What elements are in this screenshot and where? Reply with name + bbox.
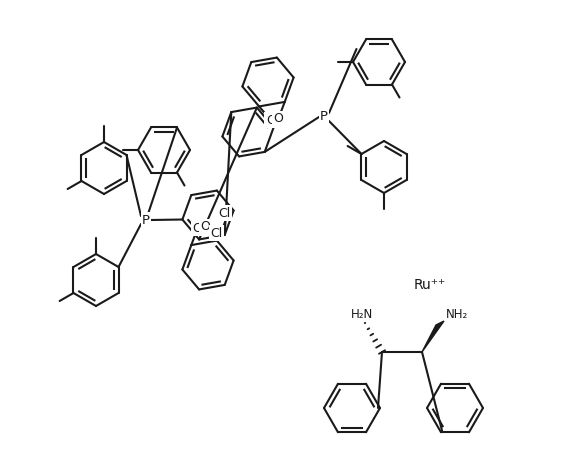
Text: O: O: [266, 114, 275, 126]
Text: NH₂: NH₂: [446, 308, 468, 322]
Text: H₂N: H₂N: [351, 308, 373, 322]
Text: Ru⁺⁺: Ru⁺⁺: [414, 278, 446, 292]
Text: O: O: [274, 112, 283, 125]
Text: P: P: [142, 213, 150, 227]
Text: P: P: [320, 110, 328, 124]
Text: O: O: [193, 222, 202, 235]
Text: O: O: [200, 220, 210, 234]
Polygon shape: [422, 321, 444, 352]
Text: Cl: Cl: [210, 227, 223, 240]
Text: Cl: Cl: [218, 207, 231, 219]
